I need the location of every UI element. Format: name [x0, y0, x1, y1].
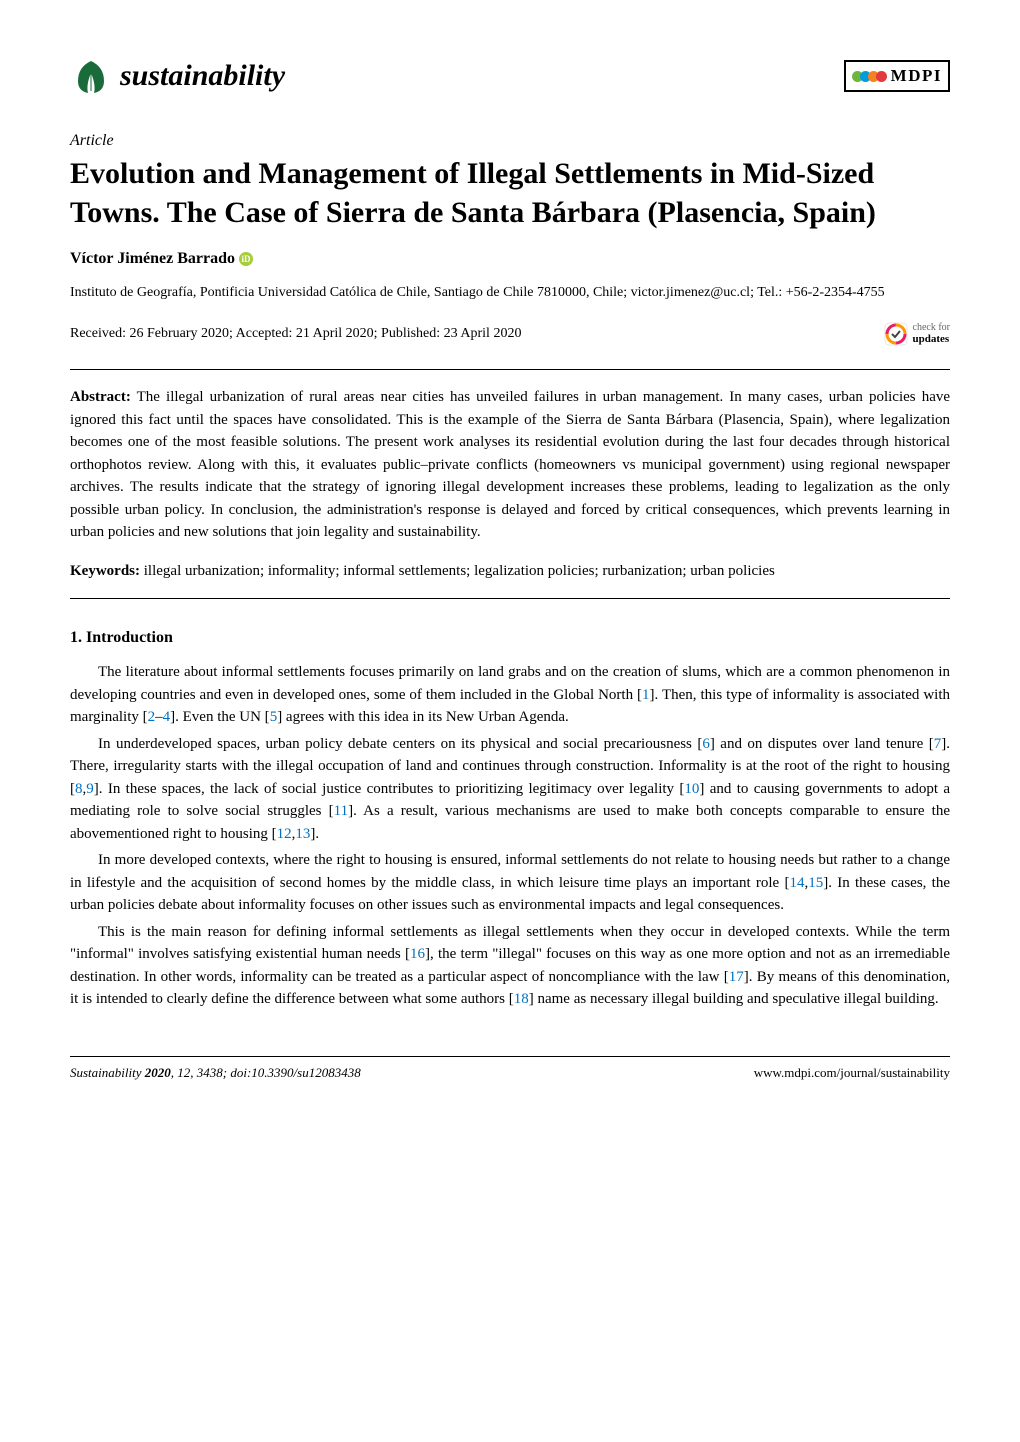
footer-page: 3438: [197, 1065, 223, 1080]
citation-link[interactable]: 8: [75, 781, 83, 797]
section-heading: 1. Introduction: [70, 629, 950, 647]
abstract-paragraph: Abstract: The illegal urbanization of ru…: [70, 386, 950, 544]
abstract-block: Abstract: The illegal urbanization of ru…: [70, 369, 950, 599]
keywords-body: illegal urbanization; informality; infor…: [144, 563, 775, 579]
article-type: Article: [70, 132, 950, 150]
p1-text: ]. Even the UN [: [170, 709, 270, 725]
footer-journal: Sustainability: [70, 1065, 142, 1080]
leaf-icon: [70, 55, 112, 97]
mdpi-circle-4: [876, 71, 887, 82]
keywords-label: Keywords:: [70, 563, 140, 579]
header-row: sustainability MDPI: [70, 55, 950, 97]
article-title: Evolution and Management of Illegal Sett…: [70, 154, 950, 232]
abstract-label: Abstract:: [70, 389, 131, 405]
check-updates-icon: [883, 321, 909, 347]
citation-link[interactable]: 15: [808, 875, 823, 891]
citation-link[interactable]: 1: [642, 687, 650, 703]
mdpi-circles: [852, 71, 887, 82]
p1-dash: –: [155, 709, 163, 725]
mdpi-logo: MDPI: [844, 60, 950, 92]
affiliation: Instituto de Geografía, Pontificia Unive…: [70, 282, 950, 303]
citation-link[interactable]: 11: [334, 803, 348, 819]
body-paragraph-2: In underdeveloped spaces, urban policy d…: [70, 733, 950, 846]
citation-link[interactable]: 10: [684, 781, 699, 797]
footer-year: 2020: [145, 1065, 171, 1080]
p2-text: ].: [310, 826, 319, 842]
p2-text: ]. In these spaces, the lack of social j…: [94, 781, 685, 797]
check-updates-text: check for updates: [913, 322, 950, 345]
check-updates-badge[interactable]: check for updates: [883, 321, 950, 347]
citation-link[interactable]: 4: [163, 709, 171, 725]
footer-row: Sustainability 2020, 12, 3438; doi:10.33…: [70, 1056, 950, 1081]
body-paragraph-3: In more developed contexts, where the ri…: [70, 849, 950, 917]
p1-text: ] agrees with this idea in its New Urban…: [277, 709, 569, 725]
citation-link[interactable]: 2: [148, 709, 156, 725]
journal-logo: sustainability: [70, 55, 285, 97]
p4-text: ] name as necessary illegal building and…: [529, 991, 939, 1007]
citation-link[interactable]: 13: [295, 826, 310, 842]
mdpi-text: MDPI: [891, 66, 942, 86]
body-paragraph-4: This is the main reason for defining inf…: [70, 921, 950, 1011]
citation-link[interactable]: 6: [702, 736, 710, 752]
dates-row: Received: 26 February 2020; Accepted: 21…: [70, 321, 950, 347]
abstract-body: The illegal urbanization of rural areas …: [70, 389, 950, 540]
body-paragraph-1: The literature about informal settlement…: [70, 661, 950, 729]
citation-link[interactable]: 17: [729, 969, 744, 985]
citation-link[interactable]: 12: [277, 826, 292, 842]
p2-text: ] and on disputes over land tenure [: [710, 736, 934, 752]
author-row: Víctor Jiménez Barrado iD: [70, 250, 950, 268]
citation-link[interactable]: 14: [789, 875, 804, 891]
journal-name: sustainability: [120, 59, 285, 93]
citation-link[interactable]: 18: [514, 991, 529, 1007]
footer-left: Sustainability 2020, 12, 3438; doi:10.33…: [70, 1065, 361, 1081]
updates-label: updates: [913, 333, 950, 345]
citation-link[interactable]: 16: [410, 946, 425, 962]
footer-right[interactable]: www.mdpi.com/journal/sustainability: [754, 1065, 950, 1081]
author-name: Víctor Jiménez Barrado: [70, 250, 235, 268]
keywords-paragraph: Keywords: illegal urbanization; informal…: [70, 560, 950, 583]
dates: Received: 26 February 2020; Accepted: 21…: [70, 326, 521, 342]
citation-link[interactable]: 9: [86, 781, 94, 797]
footer-vol: 12: [177, 1065, 190, 1080]
check-for-label: check for: [913, 322, 950, 333]
p2-text: In underdeveloped spaces, urban policy d…: [98, 736, 702, 752]
orcid-icon[interactable]: iD: [239, 252, 253, 266]
footer-doi: doi:10.3390/su12083438: [230, 1065, 360, 1080]
